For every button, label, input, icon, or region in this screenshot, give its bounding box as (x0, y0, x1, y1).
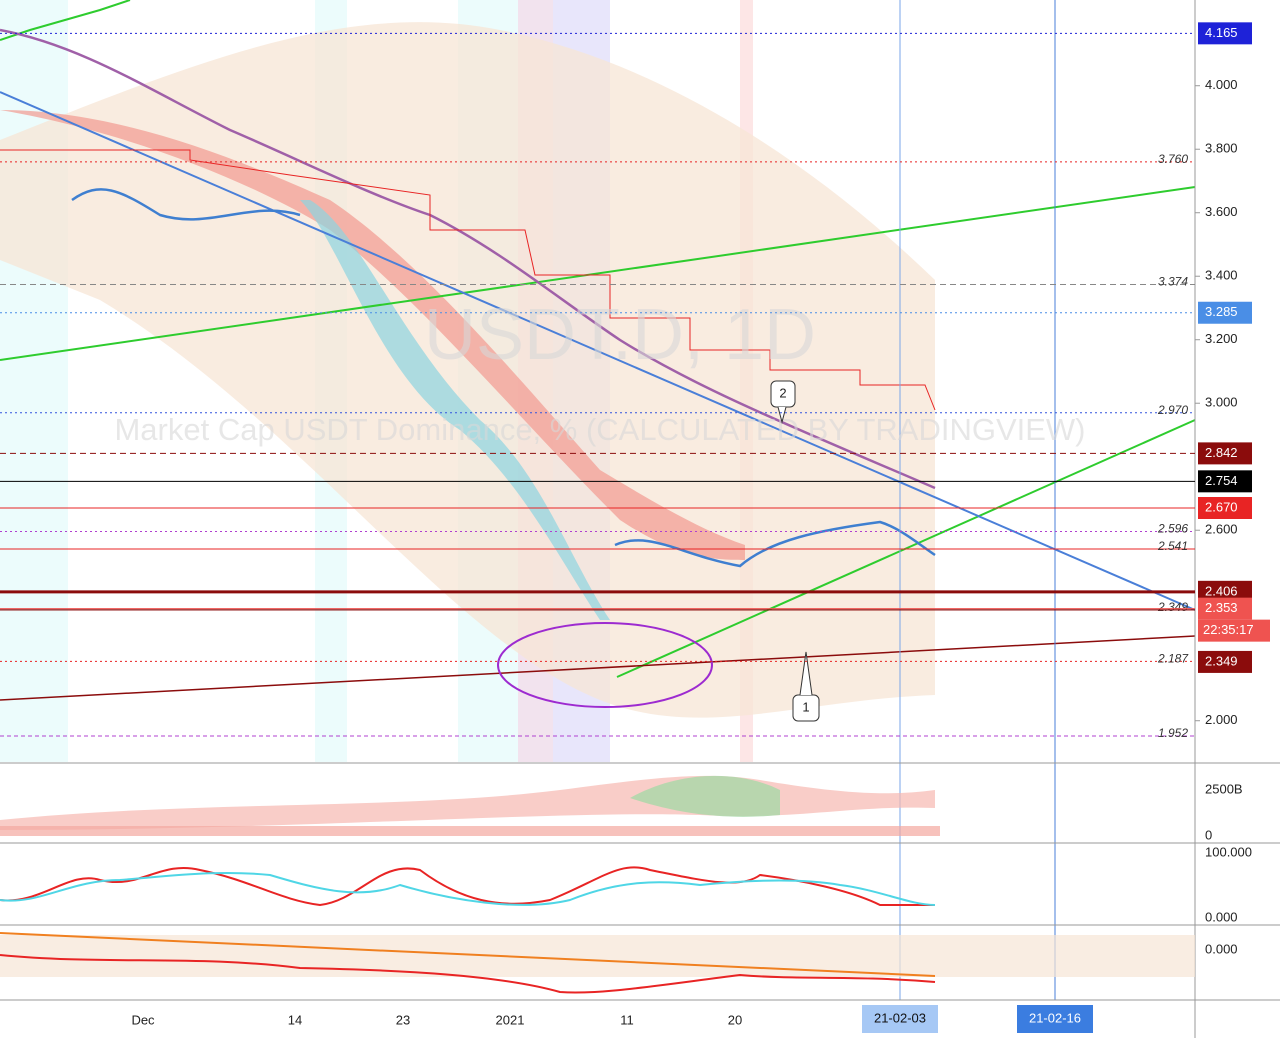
price-badge-label: 2.842 (1205, 445, 1238, 460)
price-tick-label: 4.000 (1205, 77, 1238, 92)
date-label: 11 (620, 1012, 634, 1027)
price-badge-label: 2.754 (1205, 473, 1238, 488)
price-badge-label: 2.353 (1205, 600, 1238, 615)
watermark-description: Market Cap USDT Dominance, % (CALCULATED… (114, 412, 1085, 447)
price-badge (1198, 470, 1252, 493)
oscillator-signal (0, 871, 936, 906)
volume-band (630, 775, 780, 817)
price-tick-label: 3.200 (1205, 331, 1238, 346)
marker-date: 21-02-16 (1029, 1010, 1081, 1025)
annotation: 1 (802, 699, 809, 714)
price-badge-label: 3.285 (1205, 304, 1238, 319)
date-label: 23 (396, 1012, 410, 1027)
price-badge (1198, 597, 1252, 620)
price-badge (1198, 442, 1252, 465)
trend-line (0, 0, 131, 41)
price-tick-label: 3.600 (1205, 204, 1238, 219)
price-badge-label: 4.165 (1205, 25, 1238, 40)
level-label: 2.349 (1157, 600, 1188, 614)
callout-pointer (777, 406, 787, 424)
level-label: 3.760 (1158, 152, 1188, 166)
price-tick-label: 3.800 (1205, 141, 1238, 156)
price-badge (1198, 301, 1252, 324)
crosshair-date: 21-02-03 (874, 1010, 926, 1025)
level-label: 2.187 (1157, 652, 1189, 666)
highlight-ellipse (497, 622, 713, 708)
price-tick-label: 3.000 (1205, 395, 1238, 410)
price-badge-label: 2.670 (1205, 499, 1238, 514)
moving-average (0, 28, 936, 490)
callout-pointer (799, 651, 813, 696)
price-badge (1198, 580, 1252, 603)
step-line (0, 149, 936, 411)
annotation: 2 (779, 385, 786, 400)
trend-line (0, 91, 1196, 611)
date-label: 14 (288, 1012, 302, 1027)
oscillator-axis-label: 0.000 (1205, 909, 1238, 924)
trend-line (0, 635, 1196, 701)
volume-axis-label: 0 (1205, 827, 1212, 842)
price-badge (1198, 497, 1252, 519)
date-label: 2021 (496, 1012, 525, 1027)
price-tick-label: 3.400 (1205, 268, 1238, 283)
crosshair-date-box (862, 1005, 938, 1033)
price-tick-label: 2.000 (1205, 712, 1238, 727)
indicator-line (0, 954, 936, 994)
date-label: 20 (728, 1012, 742, 1027)
level-label: 2.970 (1157, 403, 1188, 417)
countdown-box (1198, 619, 1270, 642)
moving-average (71, 188, 936, 568)
price-badge-label: 2.406 (1205, 583, 1238, 598)
price-badge (1198, 22, 1252, 45)
price-badge (1198, 650, 1252, 673)
level-label: 2.541 (1157, 539, 1188, 553)
level-label: 1.952 (1158, 726, 1188, 740)
price-tick-label: 2.600 (1205, 522, 1238, 537)
price-badge-label: 2.349 (1205, 653, 1238, 668)
ema-ribbon (0, 110, 745, 560)
marker-date-box (1017, 1005, 1093, 1033)
volume-axis-label: 2500B (1205, 781, 1243, 796)
date-label: Dec (131, 1012, 155, 1027)
level-label: 3.374 (1158, 275, 1188, 289)
level-label: 2.596 (1157, 522, 1188, 536)
third-axis-label: 0.000 (1205, 941, 1238, 956)
countdown: 22:35:17 (1203, 622, 1254, 637)
oscillator-axis-label: 100.000 (1205, 844, 1252, 859)
indicator-line (0, 932, 936, 977)
volume-bars (0, 826, 940, 836)
watermark-symbol: USDT.D, 1D (424, 295, 816, 375)
trend-line (0, 186, 1196, 361)
